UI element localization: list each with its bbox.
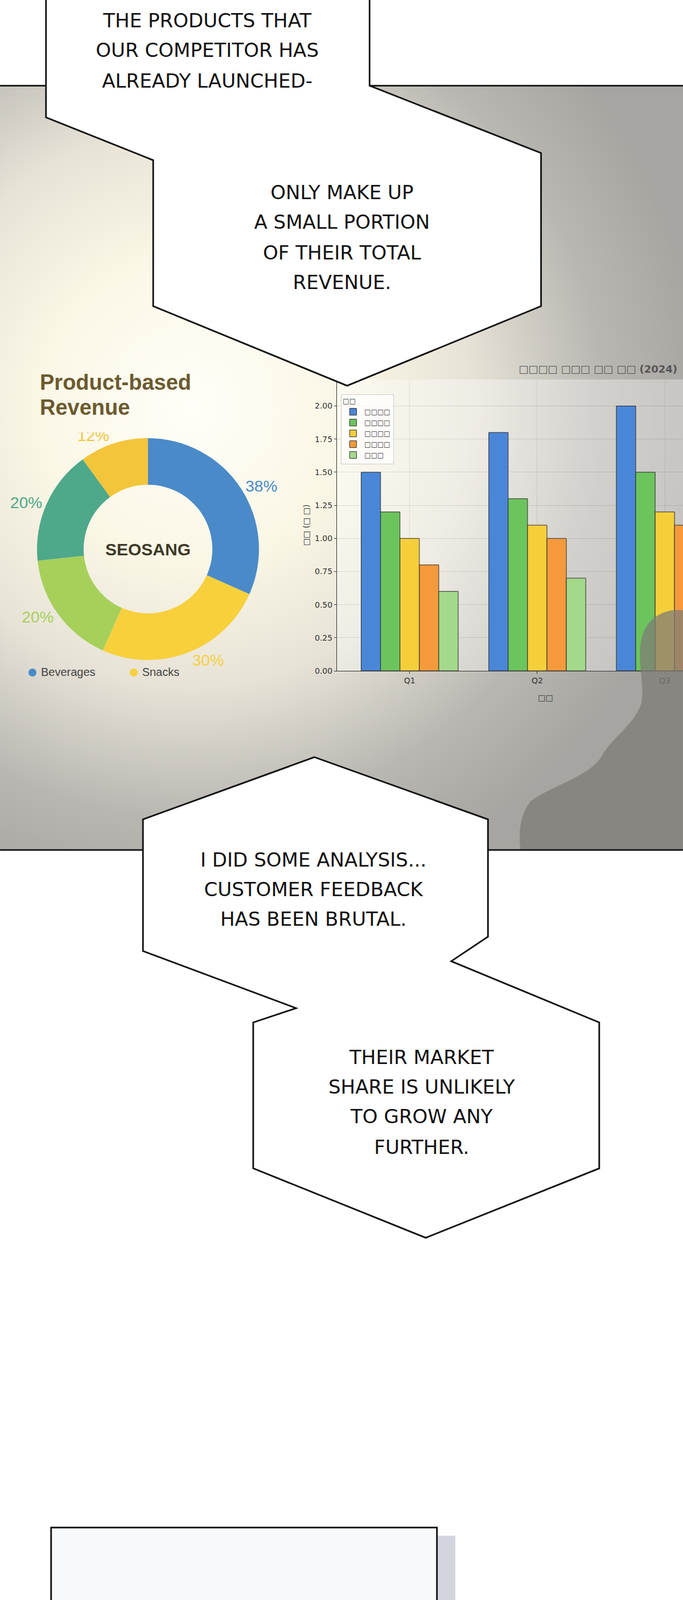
svg-text:ONLY MAKE UP: ONLY MAKE UP — [270, 180, 414, 204]
svg-text:□□: □□ — [537, 693, 553, 703]
svg-text:1.75: 1.75 — [314, 434, 333, 444]
html-text:Product-based Revenue: Product-based Revenue — [39, 370, 192, 420]
svg-text:0.25: 0.25 — [314, 633, 333, 643]
svg-text:38%: 38% — [245, 477, 278, 496]
svg-text:Q1: Q1 — [404, 676, 416, 686]
svg-text:SHARE IS UNLIKELY: SHARE IS UNLIKELY — [328, 1075, 516, 1099]
svg-text:30%: 30% — [192, 651, 225, 666]
svg-text:□□□□: □□□□ — [364, 408, 390, 417]
svg-text:□□ (□ □): □□ (□ □) — [301, 504, 311, 547]
svg-text:Q3: Q3 — [659, 676, 671, 686]
svg-text:2.00: 2.00 — [314, 401, 333, 411]
svg-text:0.50: 0.50 — [314, 600, 333, 610]
svg-text:□□□: □□□ — [364, 451, 384, 460]
svg-text:I DID SOME ANALYSIS...: I DID SOME ANALYSIS... — [200, 848, 427, 872]
html-text:Snacks: Snacks — [142, 665, 180, 679]
svg-text:A SMALL PORTION: A SMALL PORTION — [253, 210, 430, 234]
svg-text:1.00: 1.00 — [314, 533, 333, 543]
svg-text:0.75: 0.75 — [314, 566, 333, 576]
svg-text:HAS BEEN BRUTAL.: HAS BEEN BRUTAL. — [220, 907, 407, 931]
svg-text:FURTHER.: FURTHER. — [373, 1136, 469, 1159]
svg-text:OF THEIR TOTAL: OF THEIR TOTAL — [262, 241, 422, 265]
svg-text:20%: 20% — [21, 608, 54, 627]
svg-text:□□□□: □□□□ — [364, 429, 390, 438]
svg-text:TO GROW ANY: TO GROW ANY — [350, 1105, 493, 1129]
svg-text:1.25: 1.25 — [314, 500, 333, 510]
svg-text:Q2: Q2 — [531, 676, 543, 686]
html-text:Beverages: Beverages — [40, 665, 96, 679]
svg-text:THEIR MARKET: THEIR MARKET — [348, 1046, 495, 1069]
svg-text:OUR COMPETITOR HAS: OUR COMPETITOR HAS — [95, 38, 319, 62]
svg-text:20%: 20% — [10, 494, 43, 512]
svg-text:0.00: 0.00 — [314, 666, 333, 676]
svg-text:12%: 12% — [77, 432, 110, 445]
svg-text:THE PRODUCTS THAT: THE PRODUCTS THAT — [102, 9, 312, 32]
html-text:□□□□ □□□ □□ □□ (2024): □□□□ □□□ □□ □□ (2024) — [518, 363, 678, 376]
svg-text:REVENUE.: REVENUE. — [293, 270, 392, 294]
svg-text:ALREADY LAUNCHED-: ALREADY LAUNCHED- — [101, 69, 313, 93]
svg-text:□□□□: □□□□ — [364, 418, 390, 427]
svg-text:□□: □□ — [342, 397, 356, 406]
svg-text:SEOSANG: SEOSANG — [105, 540, 191, 559]
svg-text:□□□□: □□□□ — [364, 440, 390, 449]
svg-text:1.50: 1.50 — [314, 467, 333, 477]
svg-text:CUSTOMER FEEDBACK: CUSTOMER FEEDBACK — [203, 878, 424, 901]
